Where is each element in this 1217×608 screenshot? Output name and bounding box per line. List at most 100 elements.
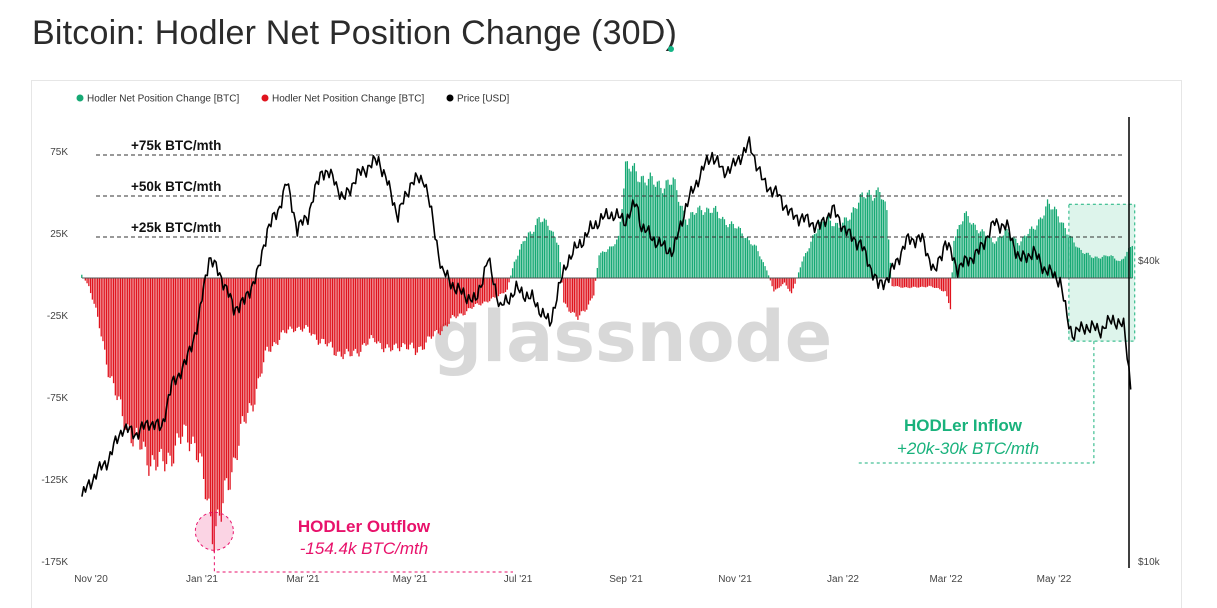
net-position-bar bbox=[847, 220, 849, 278]
net-position-bar bbox=[752, 245, 754, 278]
x-tick-mar-22: Mar '22 bbox=[929, 574, 962, 585]
net-position-bar bbox=[723, 219, 726, 278]
net-position-bar bbox=[928, 278, 930, 286]
net-position-bar bbox=[838, 227, 840, 278]
net-position-bar bbox=[496, 278, 498, 299]
net-position-bar bbox=[1113, 258, 1116, 278]
net-position-bar bbox=[1001, 236, 1003, 278]
net-position-bar bbox=[621, 209, 623, 278]
net-position-bar bbox=[1031, 226, 1033, 278]
net-position-bar bbox=[617, 235, 620, 278]
net-position-bar bbox=[398, 278, 401, 352]
net-position-bar bbox=[116, 278, 118, 401]
net-position-bar bbox=[995, 241, 997, 278]
net-position-bar bbox=[135, 278, 138, 428]
net-position-bar bbox=[374, 278, 376, 343]
net-position-bar bbox=[693, 214, 696, 278]
net-position-bar bbox=[1004, 230, 1006, 278]
net-position-bar bbox=[88, 278, 90, 287]
net-position-bar bbox=[895, 278, 897, 287]
net-position-bar bbox=[990, 237, 992, 278]
net-position-bar bbox=[254, 278, 256, 405]
net-position-bar bbox=[794, 278, 796, 284]
net-position-bar bbox=[100, 278, 102, 337]
net-position-bar bbox=[744, 238, 747, 278]
net-position-bar bbox=[522, 241, 524, 278]
net-position-bar bbox=[241, 278, 244, 417]
net-position-bar bbox=[746, 237, 749, 278]
net-position-bar bbox=[649, 172, 651, 278]
net-position-bar bbox=[888, 239, 890, 278]
net-position-bar bbox=[969, 222, 971, 278]
net-position-bar bbox=[979, 231, 982, 278]
outflow-value: -154.4k BTC/mth bbox=[300, 539, 429, 558]
net-position-bar bbox=[916, 278, 918, 288]
net-position-bar bbox=[1096, 256, 1098, 278]
net-position-bar bbox=[271, 278, 274, 347]
net-position-bar bbox=[918, 278, 920, 288]
net-position-bar bbox=[946, 278, 948, 297]
net-position-bar bbox=[125, 278, 127, 430]
net-position-bar bbox=[446, 278, 448, 327]
net-position-bar bbox=[483, 278, 485, 302]
net-position-bar bbox=[128, 278, 131, 430]
net-position-bar bbox=[1025, 236, 1028, 278]
net-position-bar bbox=[596, 267, 598, 278]
net-position-bar bbox=[234, 278, 237, 459]
net-position-bar bbox=[709, 212, 711, 278]
net-position-bar bbox=[829, 220, 832, 278]
net-position-bar bbox=[526, 237, 528, 278]
net-position-bar bbox=[84, 278, 86, 281]
net-position-bar bbox=[338, 278, 341, 352]
net-position-bar bbox=[630, 171, 632, 278]
net-position-bar bbox=[245, 278, 247, 424]
net-position-bar bbox=[845, 217, 847, 278]
net-position-bar bbox=[1073, 242, 1075, 278]
net-position-bar bbox=[407, 278, 410, 350]
net-position-bar bbox=[430, 278, 433, 339]
net-position-bar bbox=[1112, 256, 1114, 278]
net-position-bar bbox=[557, 244, 560, 278]
net-position-bar bbox=[527, 232, 530, 278]
net-position-bar bbox=[1110, 255, 1112, 278]
net-position-bar bbox=[1018, 245, 1020, 278]
net-position-bar bbox=[736, 228, 738, 278]
net-position-bar bbox=[706, 207, 708, 278]
outflow-annotation: HODLer Outflow -154.4k BTC/mth bbox=[194, 511, 513, 573]
net-position-bar bbox=[515, 259, 517, 278]
net-position-bar bbox=[748, 240, 750, 278]
net-position-bar bbox=[1064, 228, 1066, 278]
net-position-bar bbox=[932, 278, 934, 288]
net-position-bar bbox=[669, 184, 671, 278]
net-position-bar bbox=[640, 176, 643, 278]
net-position-bar bbox=[275, 278, 277, 344]
net-position-bar bbox=[506, 278, 508, 290]
net-position-bar bbox=[119, 278, 122, 400]
net-position-bar bbox=[1076, 247, 1079, 278]
net-position-bar bbox=[956, 229, 959, 278]
net-position-bar bbox=[568, 278, 570, 312]
net-position-bar bbox=[190, 278, 192, 444]
net-position-bar bbox=[978, 233, 980, 278]
net-position-bar bbox=[651, 176, 653, 278]
net-position-bar bbox=[792, 278, 794, 289]
net-position-bar bbox=[252, 278, 254, 412]
net-position-bar bbox=[571, 278, 574, 312]
net-position-bar bbox=[582, 278, 584, 311]
net-position-bar bbox=[1050, 209, 1052, 278]
net-position-bar bbox=[766, 270, 768, 278]
net-position-bar bbox=[633, 163, 636, 278]
net-position-bar bbox=[402, 278, 404, 344]
net-position-bar bbox=[310, 278, 312, 336]
net-position-bar bbox=[199, 278, 201, 454]
net-position-bar bbox=[810, 241, 812, 278]
net-position-bar bbox=[436, 278, 438, 330]
net-position-bar bbox=[543, 218, 546, 278]
net-position-bar bbox=[1092, 258, 1095, 278]
net-position-bar bbox=[729, 224, 731, 278]
y-tick-minus-75k: -75K bbox=[47, 393, 68, 404]
net-position-bar bbox=[282, 278, 284, 331]
outflow-connector-line bbox=[213, 550, 513, 573]
net-position-bar bbox=[344, 278, 346, 355]
net-position-bar bbox=[1087, 252, 1089, 278]
